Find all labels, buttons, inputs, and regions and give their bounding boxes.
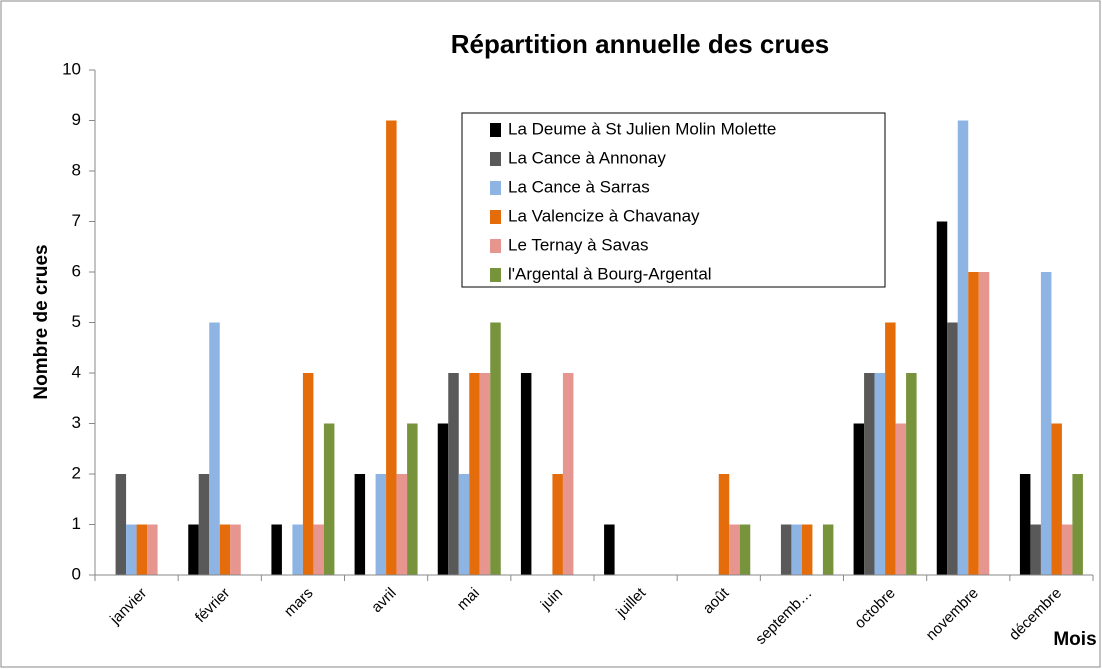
bar	[936, 221, 948, 575]
y-tick-label: 0	[72, 564, 81, 583]
y-tick-label: 7	[72, 211, 81, 230]
legend-label: La Valencize à Chavanay	[508, 206, 700, 225]
bar	[718, 474, 730, 575]
bar	[968, 272, 979, 575]
bar	[479, 373, 491, 575]
legend-label: La Cance à Sarras	[508, 177, 650, 196]
legend-swatch	[490, 152, 501, 166]
bar	[874, 373, 886, 575]
y-tick-label: 9	[72, 110, 81, 129]
legend-label: Le Ternay à Savas	[508, 235, 649, 254]
bar	[313, 524, 324, 575]
legend-label: La Cance à Annonay	[508, 148, 666, 167]
bar	[219, 524, 231, 575]
y-tick-label: 4	[72, 362, 81, 381]
y-tick-label: 6	[72, 261, 81, 280]
x-axis-label: Mois	[1053, 629, 1096, 650]
bar	[885, 322, 896, 575]
bar	[562, 373, 574, 575]
bar	[188, 524, 199, 575]
bar	[302, 373, 314, 575]
legend-swatch	[490, 239, 501, 253]
bar	[469, 373, 480, 575]
bar	[126, 524, 137, 575]
bar	[323, 423, 335, 575]
bar	[895, 423, 907, 575]
bar	[147, 524, 158, 575]
bar	[739, 524, 751, 575]
bar	[490, 322, 501, 575]
bar	[375, 474, 387, 575]
bar	[864, 373, 875, 575]
bar	[729, 524, 740, 575]
bar	[230, 524, 241, 575]
bar	[1019, 474, 1031, 575]
bar	[198, 474, 210, 575]
bar	[520, 373, 532, 575]
bar	[354, 474, 366, 575]
y-tick-label: 8	[72, 160, 81, 179]
legend-label: La Deume à St Julien Molin Molette	[508, 119, 776, 138]
bar	[292, 524, 303, 575]
y-tick-label: 10	[62, 59, 81, 78]
bar	[1072, 474, 1083, 575]
bar	[906, 373, 917, 575]
bar	[791, 524, 802, 575]
bar	[458, 474, 470, 575]
bar	[386, 120, 397, 575]
y-tick-label: 1	[72, 514, 81, 533]
bar	[801, 524, 813, 575]
bar	[947, 322, 958, 575]
bar	[396, 474, 408, 575]
bar	[1030, 524, 1041, 575]
y-axis-label: Nombre de crues	[31, 244, 52, 399]
legend-swatch	[490, 210, 501, 224]
bar	[853, 423, 865, 575]
bar	[437, 423, 449, 575]
bar	[115, 474, 127, 575]
legend-label: l'Argental à Bourg-Argental	[508, 264, 712, 283]
bar	[407, 423, 418, 575]
y-tick-label: 3	[72, 413, 81, 432]
y-tick-label: 5	[72, 312, 81, 331]
bar	[1061, 524, 1073, 575]
bar	[604, 524, 615, 575]
bar	[136, 524, 148, 575]
bar	[448, 373, 459, 575]
bar	[978, 272, 990, 575]
chart-title: Répartition annuelle des crues	[451, 29, 830, 59]
bar	[1051, 423, 1062, 575]
legend-swatch	[490, 181, 501, 195]
bar	[1040, 272, 1052, 575]
bar	[780, 524, 792, 575]
bar	[957, 120, 969, 575]
bar	[271, 524, 282, 575]
legend-box	[461, 112, 886, 288]
bar	[822, 524, 834, 575]
bar	[209, 322, 220, 575]
legend-swatch	[490, 123, 501, 137]
y-tick-label: 2	[72, 463, 81, 482]
bar	[552, 474, 563, 575]
legend-swatch	[490, 268, 501, 282]
